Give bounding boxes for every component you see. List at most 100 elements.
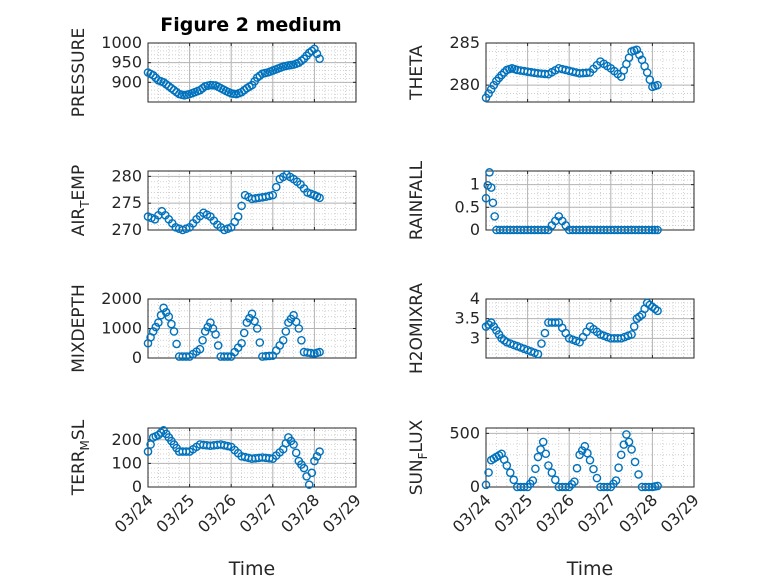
x-axis-label: Time	[566, 558, 614, 580]
data-point	[278, 335, 288, 345]
series-markers	[481, 168, 662, 235]
data-point	[531, 464, 540, 474]
data-point	[592, 473, 602, 483]
y-tick-label: 2000	[101, 289, 142, 308]
subplot-4: 0 0.5 1 RAINFALL	[407, 160, 695, 240]
y-tick-label: 270	[111, 220, 142, 239]
data-point	[653, 481, 662, 491]
data-point	[540, 225, 550, 235]
data-point	[223, 352, 233, 361]
data-point	[213, 341, 223, 350]
data-point	[265, 351, 274, 361]
data-point	[485, 168, 494, 177]
data-point	[159, 303, 168, 313]
data-point	[645, 75, 655, 84]
data-point	[611, 476, 621, 485]
data-point	[644, 225, 654, 235]
data-point	[200, 327, 210, 336]
data-point	[489, 80, 499, 90]
series-markers	[481, 430, 662, 492]
data-point	[488, 198, 498, 208]
data-point	[294, 324, 304, 333]
axes-box	[147, 427, 357, 488]
y-tick-label: 900	[111, 72, 142, 91]
series-markers	[481, 298, 662, 359]
data-point	[502, 461, 512, 470]
y-tick-label: 285	[449, 33, 480, 52]
data-point	[589, 464, 598, 474]
data-point	[289, 440, 298, 449]
data-point	[614, 463, 623, 472]
series-markers	[481, 45, 662, 103]
data-point	[315, 447, 324, 456]
data-point	[223, 441, 233, 451]
data-point	[211, 330, 220, 339]
data-point	[632, 45, 642, 55]
data-point	[169, 327, 179, 336]
data-point	[237, 338, 246, 348]
data-point	[250, 316, 259, 326]
data-point	[484, 468, 493, 477]
data-point	[167, 319, 176, 329]
data-point	[540, 328, 550, 338]
data-point	[265, 191, 274, 201]
data-point	[624, 437, 634, 447]
y-axis-label: MIXDEPTH	[69, 284, 89, 373]
y-tick-label: 0	[470, 477, 480, 496]
data-point	[268, 190, 278, 200]
data-point	[265, 453, 274, 463]
data-point	[497, 70, 506, 80]
data-point	[630, 457, 640, 467]
data-point	[551, 475, 560, 485]
data-point	[528, 476, 538, 485]
data-point	[143, 447, 153, 456]
y-tick-label: 0	[470, 220, 480, 239]
data-point	[538, 437, 548, 447]
data-point	[486, 183, 496, 192]
data-point	[310, 456, 319, 466]
y-tick-label: 100	[111, 453, 142, 472]
data-point	[635, 50, 644, 60]
data-point	[154, 430, 163, 440]
axes-box	[485, 42, 695, 103]
y-tick-label: 3.5	[455, 309, 480, 328]
series-markers	[143, 44, 324, 100]
data-point	[547, 468, 557, 477]
y-tick-label: 500	[449, 423, 480, 442]
data-point	[570, 477, 579, 486]
data-point	[164, 312, 174, 322]
y-tick-label: 950	[111, 53, 142, 72]
data-point	[198, 335, 207, 345]
y-tick-label: 280	[111, 166, 142, 185]
data-point	[315, 347, 324, 357]
axes-box	[485, 427, 695, 488]
data-point	[536, 445, 545, 454]
y-axis-label: H2OMIXRA	[407, 283, 427, 374]
y-tick-label: 1	[470, 175, 480, 194]
data-point	[616, 450, 626, 460]
y-tick-label: 0	[132, 477, 142, 496]
data-point	[304, 480, 314, 489]
data-point	[306, 348, 316, 358]
x-axis-label: Time	[228, 558, 276, 580]
subplot-5: 0 1000 2000 MIXDEPTH	[69, 284, 357, 373]
data-point	[299, 463, 309, 473]
y-axis-label: THETA	[407, 45, 427, 101]
data-point	[490, 212, 499, 221]
data-point	[564, 482, 574, 492]
data-point	[312, 452, 322, 461]
y-tick-label: 200	[111, 430, 142, 449]
y-tick-label: 0	[132, 348, 142, 367]
data-point	[156, 428, 166, 438]
axes-box	[485, 298, 695, 359]
data-point	[644, 482, 654, 492]
data-point	[154, 318, 163, 327]
data-point	[629, 322, 639, 331]
subplot-7: 010020003/2403/2503/2603/2703/2803/29Tim…	[69, 419, 365, 580]
data-point	[307, 468, 317, 478]
y-axis-label: SUNFLUX	[407, 419, 430, 495]
data-point	[481, 193, 491, 203]
data-point	[533, 349, 543, 359]
data-point	[642, 68, 652, 77]
